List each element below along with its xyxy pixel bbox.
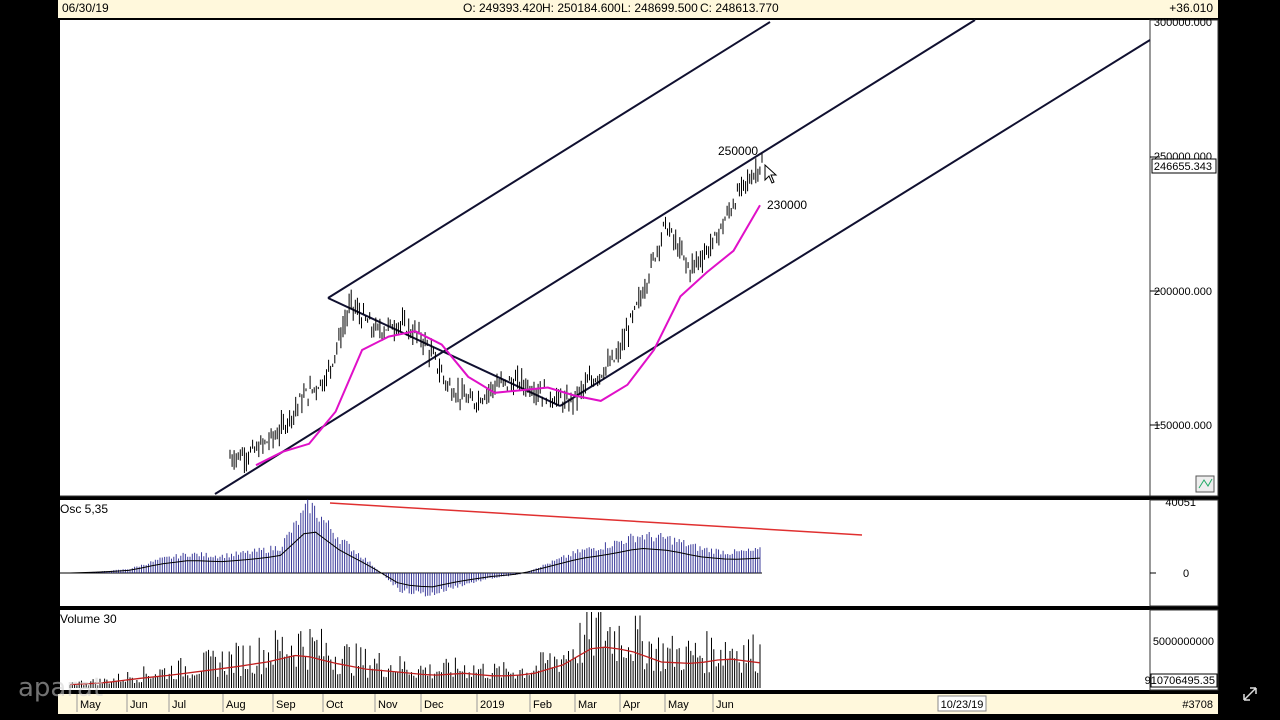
header-date: 06/30/19 xyxy=(62,1,109,15)
month-label: Jun xyxy=(716,699,734,711)
fullscreen-icon[interactable] xyxy=(1243,687,1257,701)
oscillator-label: Osc 5,35 xyxy=(60,502,108,516)
price-axis xyxy=(1149,19,1219,497)
panel-settings-glyph xyxy=(1198,478,1213,489)
month-label: Jul xyxy=(172,699,186,711)
channel-upper-line[interactable] xyxy=(327,21,771,299)
price-tick-label-200: 200000.000 xyxy=(1154,286,1212,298)
month-label: May xyxy=(668,699,689,711)
panel-settings-icon[interactable] xyxy=(1195,475,1215,493)
oscillator-axis xyxy=(1149,499,1219,607)
volume-bars xyxy=(69,612,761,688)
month-label: Jun xyxy=(130,699,148,711)
header-open: O: 249393.420 xyxy=(463,1,543,15)
month-label: Oct xyxy=(326,699,343,711)
month-label: May xyxy=(80,699,101,711)
month-label: Feb xyxy=(533,699,552,711)
cursor-date: 10/23/19 xyxy=(941,699,984,711)
osc-divergence-line[interactable] xyxy=(329,502,863,536)
moving-average-line xyxy=(255,204,761,467)
price-panel[interactable] xyxy=(60,20,1150,496)
month-label: Nov xyxy=(378,699,398,711)
oscillator-signal-line xyxy=(69,531,761,588)
last-price-label: 246655.343 xyxy=(1154,161,1212,173)
channel-middle-line[interactable] xyxy=(214,19,976,495)
header-close: C: 248613.770 xyxy=(700,1,779,15)
osc-zero-label: 0 xyxy=(1183,568,1189,580)
x-axis-bar xyxy=(58,694,1218,714)
channel-lower-line[interactable] xyxy=(559,39,1151,407)
oscillator-histogram xyxy=(69,499,761,597)
volume-bar-marks xyxy=(69,612,761,688)
x-axis-months: May Jun Jul Aug Sep Oct Nov Dec 2019 Feb Mar Apr May… xyxy=(76,694,734,712)
volume-tick-label-last: 910706495.35 xyxy=(1145,675,1215,687)
month-label: 2019 xyxy=(480,699,504,711)
mouse-cursor-icon xyxy=(764,163,778,184)
volume-average-line xyxy=(69,646,761,686)
header-high: H: 250184.600 xyxy=(542,1,621,15)
month-label: Aug xyxy=(226,699,246,711)
month-label: Mar xyxy=(578,699,597,711)
header-bar xyxy=(58,0,1218,18)
moving-average xyxy=(255,204,761,467)
watermark-text: aparat xyxy=(18,673,103,703)
price-axis-top-label: 300000.000 xyxy=(1154,17,1212,29)
trend-channel[interactable] xyxy=(214,19,1151,495)
price-tick-label-150: 150000.000 xyxy=(1154,420,1212,432)
header-low: L: 248699.500 xyxy=(621,1,698,15)
oscillator-bars xyxy=(71,499,761,597)
annotation-lower: 230000 xyxy=(767,198,807,212)
month-label: Dec xyxy=(424,699,444,711)
bar-count: #3708 xyxy=(1182,699,1213,711)
osc-axis-top-label: 40051 xyxy=(1165,497,1196,509)
cursor-date-box xyxy=(937,695,987,712)
last-price-box xyxy=(1151,158,1217,174)
month-label: Sep xyxy=(276,699,296,711)
month-label: Apr xyxy=(623,699,640,711)
volume-last-box xyxy=(1150,673,1218,688)
header-change: +36.010 xyxy=(1169,1,1213,15)
volume-label: Volume 30 xyxy=(60,612,117,626)
annotation-upper: 250000 xyxy=(718,144,758,158)
volume-tick-label-top: 5000000000 xyxy=(1153,636,1214,648)
